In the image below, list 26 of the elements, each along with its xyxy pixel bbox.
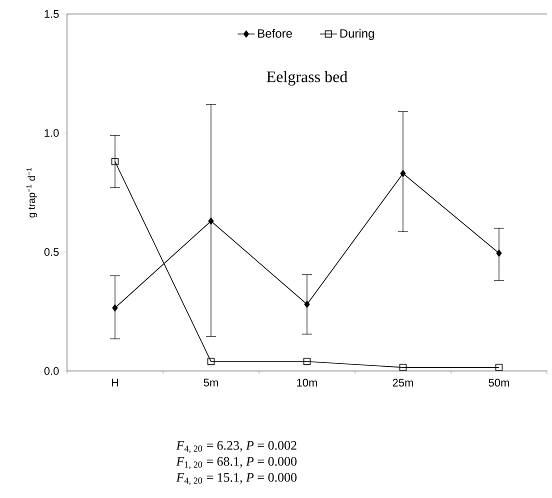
point	[304, 300, 310, 308]
x-tick-label: 25m	[392, 378, 413, 387]
y-tick-label: 0.5	[44, 248, 59, 256]
x-tick-label: 10m	[297, 378, 317, 387]
point	[399, 364, 407, 372]
point	[496, 250, 502, 257]
y-tick-label: 1.0	[44, 129, 59, 137]
y-tick-label: 1.5	[44, 10, 59, 18]
point	[495, 364, 503, 372]
x-tick-label: H	[112, 378, 118, 386]
point	[111, 158, 119, 166]
y-tick-label: 0.0	[44, 367, 59, 375]
text: F$_{1, 20}$ = 68.1, P = 0.000	[176, 457, 297, 469]
point	[112, 304, 118, 312]
legend-label: Before	[258, 28, 292, 38]
legend-label: During	[340, 28, 374, 40]
point	[208, 217, 214, 225]
text: F$_{4, 20}$ = 6.23, P = 0.002	[176, 441, 296, 453]
point	[207, 358, 215, 366]
y-axis-title: g trap$^{−1}$ d$^{−1}$	[26, 168, 38, 218]
x-tick-label: 5m	[204, 378, 218, 386]
point	[400, 170, 406, 178]
text: Eelgrass bed	[266, 70, 348, 86]
point	[303, 358, 311, 366]
text: F$_{4, 20}$ = 15.1, P = 0.000	[176, 473, 297, 485]
x-tick-label: 50m	[488, 378, 509, 387]
